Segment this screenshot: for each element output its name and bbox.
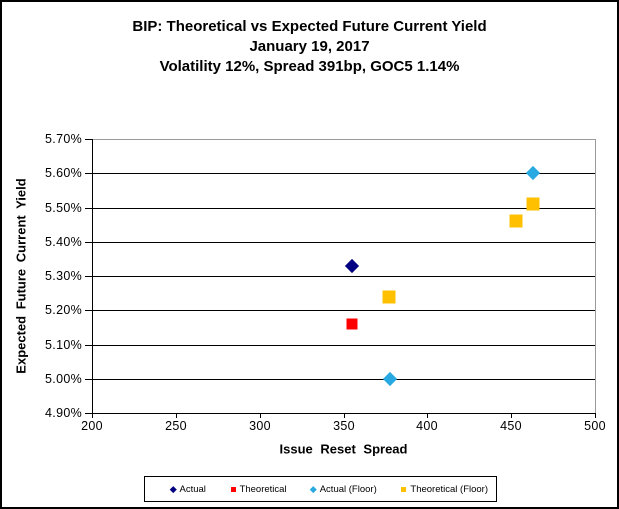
marker-actual [344, 258, 359, 273]
y-tick [85, 345, 92, 346]
marker-actual-floor [383, 371, 398, 386]
legend-label-theoretical: Theoretical [239, 483, 287, 495]
legend-item-actual-floor: Actual (Floor) [310, 483, 377, 495]
chart-title: BIP: Theoretical vs Expected Future Curr… [132, 18, 487, 35]
y-tick-label: 5.50% [45, 201, 82, 215]
x-tick [92, 414, 93, 418]
y-tick-label: 5.40% [45, 235, 82, 249]
y-tick-label: 5.30% [45, 269, 82, 283]
legend-item-theoretical-floor: Theoretical (Floor) [401, 484, 488, 495]
chart-subtitle-params: Volatility 12%, Spread 391bp, GOC5 1.14% [159, 58, 460, 75]
y-tick-label: 4.90% [45, 406, 82, 420]
y-tick [85, 379, 92, 380]
x-tick [344, 414, 345, 418]
y-tick [85, 208, 92, 209]
x-tick [260, 414, 261, 418]
gridline [93, 276, 595, 277]
x-tick-label: 450 [500, 419, 522, 433]
y-tick [85, 173, 92, 174]
legend-item-actual: Actual [170, 483, 206, 495]
x-tick-label: 500 [584, 419, 606, 433]
x-tick-label: 250 [165, 419, 187, 433]
marker-actual-floor [525, 166, 541, 181]
plot-border-top [92, 139, 596, 140]
y-axis-title: Expected Future Current Yield [13, 178, 29, 374]
y-tick-label: 5.20% [45, 303, 82, 317]
legend-marker-actual-icon [170, 485, 177, 493]
x-axis-line [92, 413, 596, 414]
marker-theoretical [346, 318, 358, 330]
y-tick-label: 5.10% [45, 338, 82, 352]
gridline [93, 310, 595, 311]
y-tick-label: 5.70% [45, 132, 82, 146]
marker-theoretical-floor [509, 214, 523, 228]
y-tick [85, 139, 92, 140]
marker-theoretical-floor [382, 290, 396, 304]
legend-marker-theoretical-icon [230, 486, 236, 492]
gridline [93, 242, 595, 243]
x-tick-label: 300 [249, 419, 271, 433]
legend-label-actual-floor: Actual (Floor) [319, 483, 377, 495]
y-tick [85, 310, 92, 311]
y-tick [85, 242, 92, 243]
gridline [93, 379, 595, 380]
chart-subtitle-date: January 19, 2017 [249, 38, 370, 55]
x-axis-title: Issue Reset Spread [279, 441, 408, 457]
y-tick [85, 276, 92, 277]
gridline [93, 208, 595, 209]
x-tick-label: 350 [333, 419, 355, 433]
legend-marker-theoretical-floor-icon [401, 486, 407, 492]
legend-label-theoretical-floor: Theoretical (Floor) [410, 483, 488, 495]
marker-theoretical-floor [526, 197, 540, 211]
x-tick [427, 414, 428, 418]
y-axis-line [92, 139, 93, 414]
gridline [93, 173, 595, 174]
legend-label-actual: Actual [179, 483, 206, 495]
y-tick-label: 5.00% [45, 372, 82, 386]
legend-item-theoretical: Theoretical [230, 483, 287, 495]
y-tick-label: 5.60% [45, 166, 82, 180]
x-tick-label: 200 [81, 419, 103, 433]
legend: Actual Theoretical Actual (Floor) Theoretic… [144, 476, 497, 502]
chart-title-block: BIP: Theoretical vs Expected Future Curr… [2, 17, 617, 77]
gridline [93, 345, 595, 346]
x-tick [511, 414, 512, 418]
plot-border-right [595, 139, 596, 414]
x-tick [176, 414, 177, 418]
x-tick [595, 414, 596, 418]
x-tick-label: 400 [416, 419, 438, 433]
legend-marker-actual-floor-icon [310, 485, 317, 493]
y-tick [85, 413, 92, 414]
